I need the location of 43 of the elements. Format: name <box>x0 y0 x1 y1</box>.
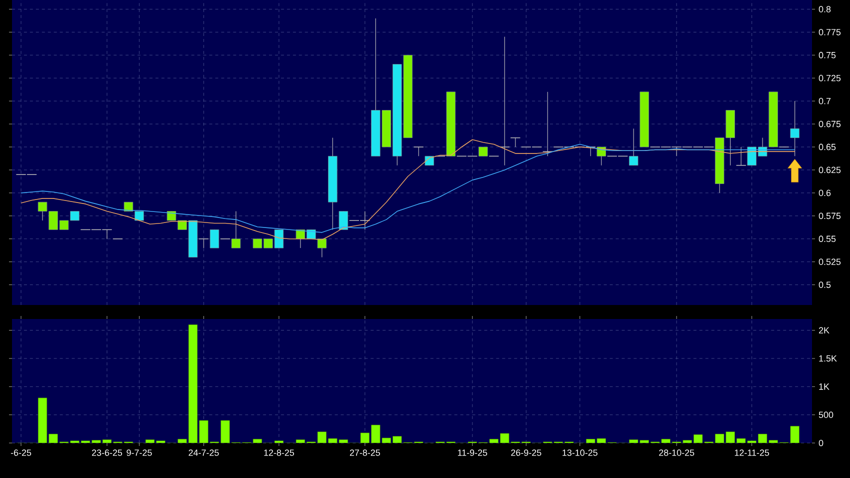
bar <box>188 324 198 443</box>
x-tick-label: 12-8-25 <box>264 450 294 456</box>
y-tick-label: 0 <box>818 440 824 446</box>
y-tick-label: 0.6 <box>818 190 831 196</box>
x-tick-label: 12-11-25 <box>734 450 770 456</box>
y-tick-label: 0.65 <box>818 144 836 150</box>
y-tick-label: 0.675 <box>818 120 841 128</box>
x-tick-label: 26-9-25 <box>511 450 542 456</box>
x-tick-label: 28-10-25 <box>659 450 694 456</box>
candlestick <box>736 146 746 166</box>
bar <box>371 424 380 443</box>
y-tick-label: 0.625 <box>818 166 841 174</box>
y-tick-label: 0.525 <box>818 258 841 265</box>
x-tick-label: 23-6-25 <box>92 450 122 456</box>
candlestick <box>510 137 521 148</box>
y-tick-label: 0.725 <box>818 74 841 82</box>
x-tick-label: 24-7-25 <box>188 450 219 456</box>
y-tick-label: 0.8 <box>818 6 831 12</box>
y-tick-label: 0.55 <box>818 236 836 242</box>
x-tick-label: 11-9-25 <box>458 450 488 456</box>
y-tick-label: 0.75 <box>818 52 836 58</box>
candlestick <box>478 146 488 156</box>
bar <box>790 426 800 443</box>
y-tick-label: 0.575 <box>818 212 841 220</box>
y-tick-label: 2K <box>818 327 830 334</box>
bar <box>199 420 208 443</box>
y-tick-label: 1.5K <box>819 355 837 362</box>
bar <box>220 420 230 443</box>
candlestick <box>413 146 424 156</box>
y-tick-label: 500 <box>818 412 834 418</box>
candlestick <box>790 100 800 156</box>
y-tick-label: 0.7 <box>818 98 831 104</box>
bar <box>38 398 48 443</box>
x-tick-label: 27-8-25 <box>350 450 380 456</box>
y-tick-label: 0.5 <box>818 282 831 288</box>
candlestick <box>198 238 209 248</box>
candlestick <box>542 92 553 156</box>
candlestick <box>424 156 434 166</box>
y-tick-label: 1K <box>819 384 830 390</box>
x-tick-label: -6-25 <box>10 450 32 456</box>
x-tick-label: 9-7-25 <box>126 450 152 456</box>
y-tick-label: 0.775 <box>818 28 841 36</box>
x-tick-label: 13-10-25 <box>562 450 598 456</box>
